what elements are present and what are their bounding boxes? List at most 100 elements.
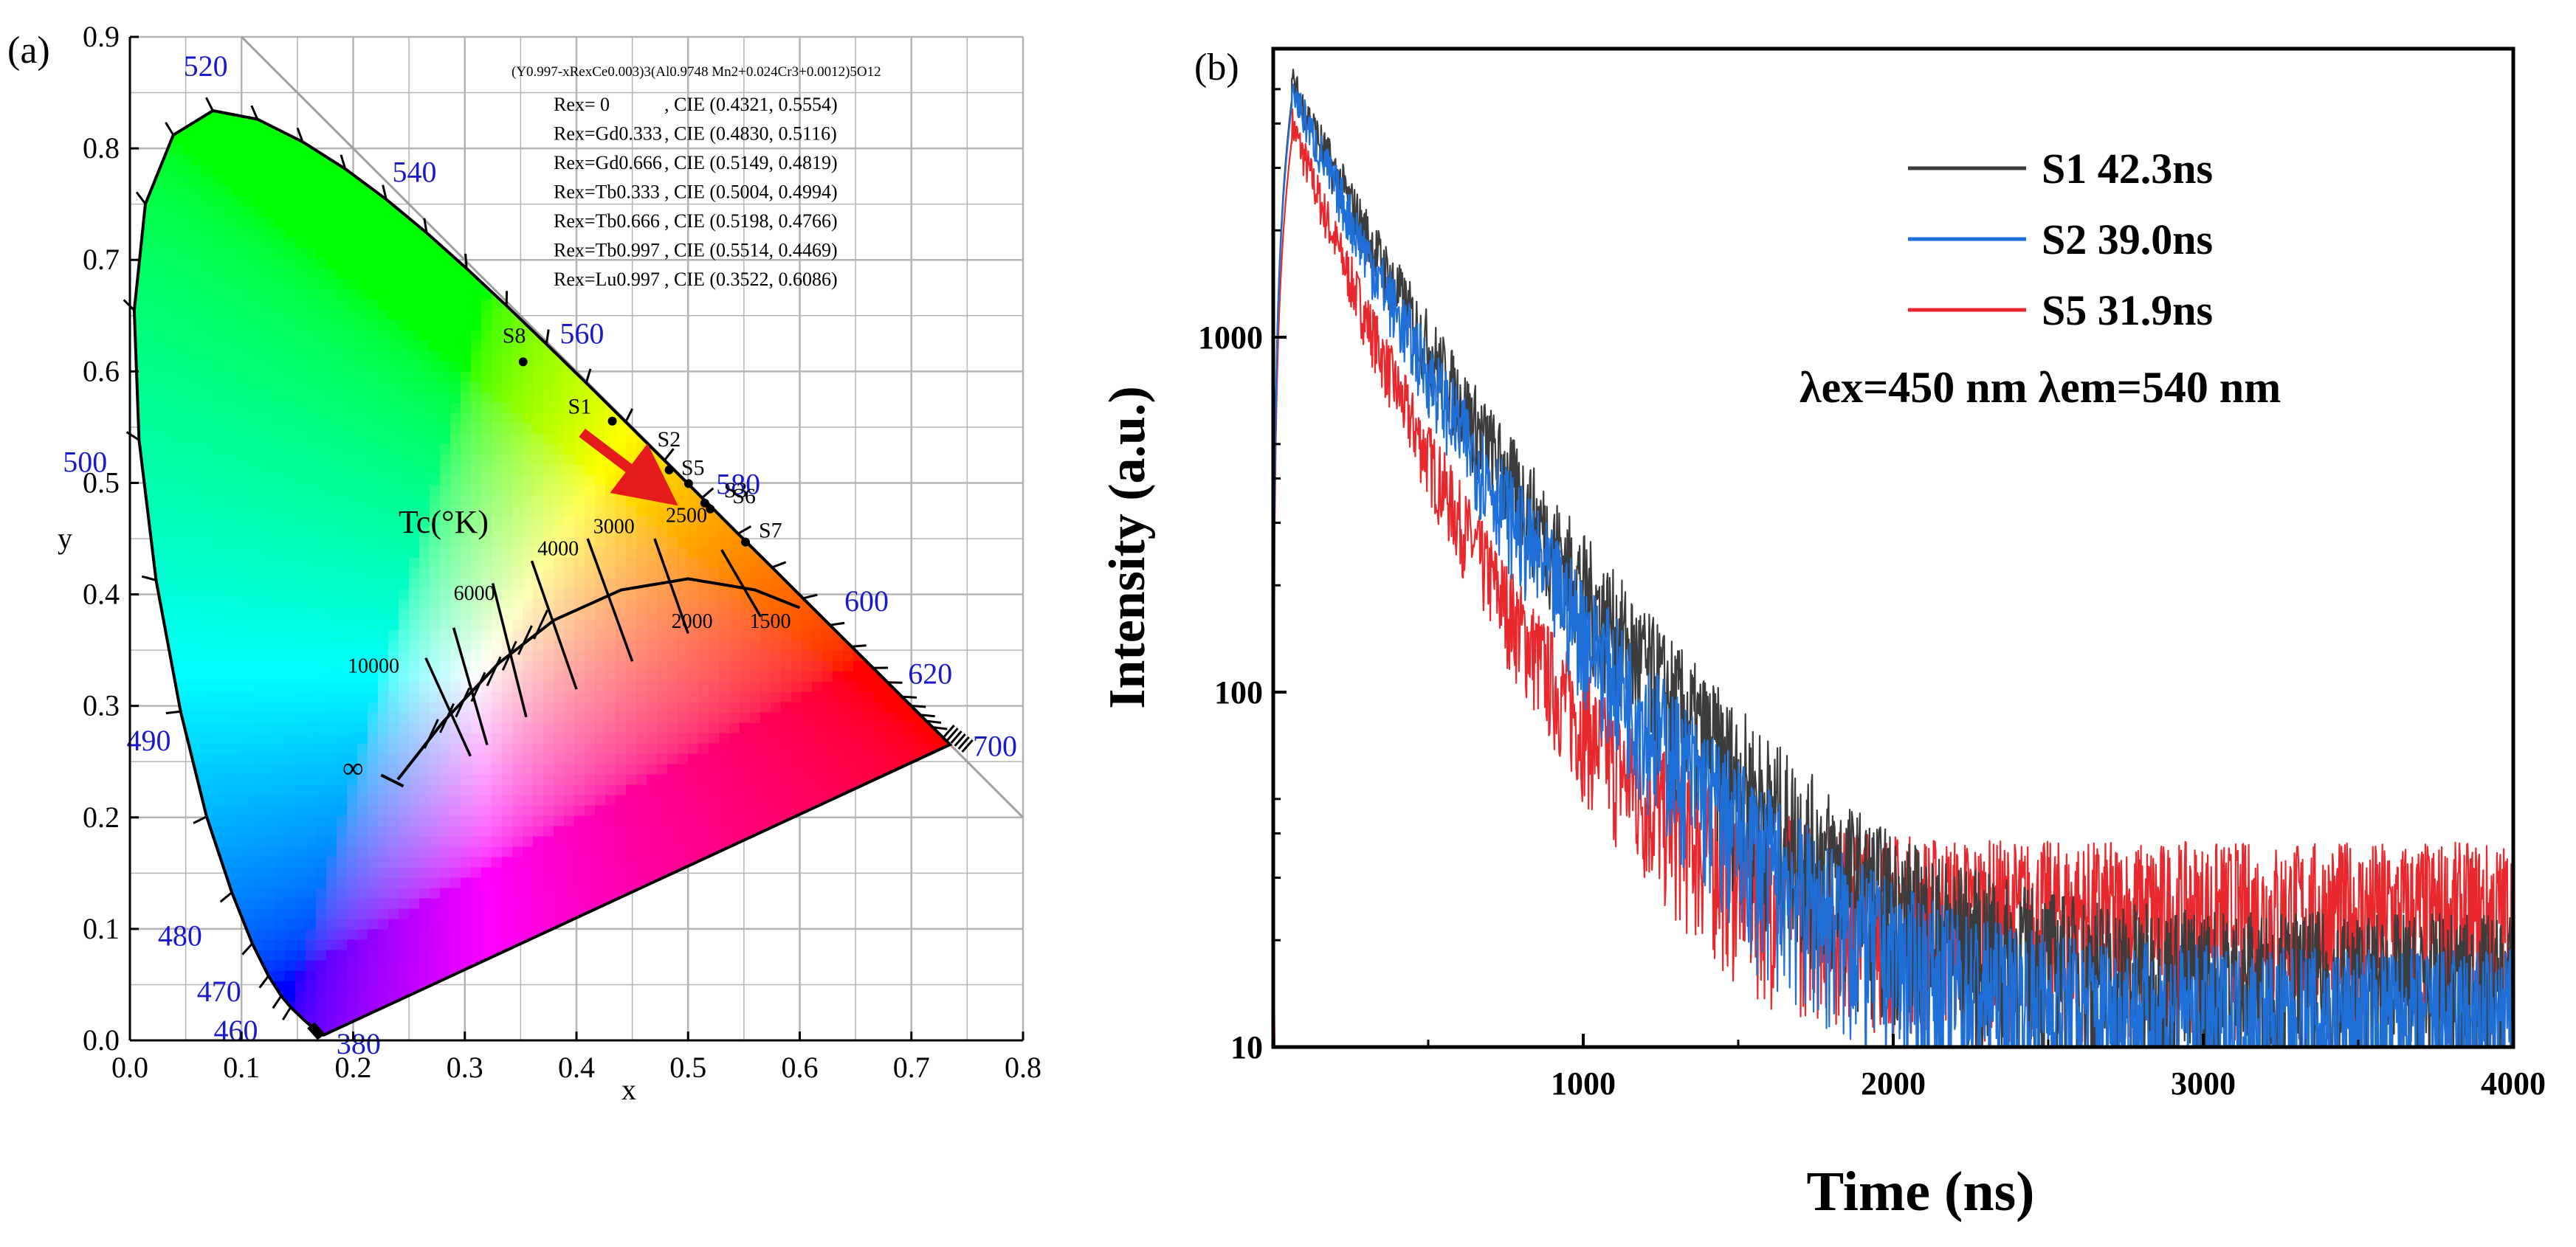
- gamut-cell: [140, 826, 151, 837]
- gamut-cell: [264, 619, 275, 631]
- gamut-cell: [543, 919, 554, 930]
- gamut-cell: [233, 237, 244, 249]
- gamut-cell: [450, 93, 461, 104]
- gamut-cell: [337, 671, 348, 683]
- gamut-cell: [378, 443, 389, 455]
- gamut-cell: [254, 681, 265, 693]
- gamut-cell: [450, 526, 461, 538]
- gamut-cell: [244, 691, 255, 703]
- gamut-cell: [326, 960, 337, 972]
- gamut-cell: [182, 361, 193, 373]
- gamut-cell: [368, 309, 379, 321]
- gamut-cell: [554, 877, 565, 889]
- gamut-cell: [533, 350, 544, 362]
- gamut-cell: [285, 330, 296, 342]
- gamut-cell: [616, 1022, 627, 1034]
- gamut-cell: [306, 981, 317, 992]
- gamut-cell: [161, 423, 172, 435]
- gamut-cell: [378, 888, 389, 899]
- gamut-cell: [275, 629, 286, 641]
- gamut-cell: [512, 526, 523, 538]
- gamut-cell: [326, 371, 337, 383]
- gamut-cell: [326, 939, 337, 951]
- gamut-cell: [471, 970, 482, 982]
- gamut-cell: [347, 433, 358, 445]
- gamut-cell: [647, 939, 658, 951]
- gamut-cell: [543, 206, 554, 218]
- gamut-cell: [213, 557, 224, 569]
- gamut-cell: [533, 598, 544, 610]
- gamut-cell: [678, 888, 689, 899]
- gamut-cell: [461, 433, 472, 445]
- gamut-cell: [275, 557, 286, 569]
- gamut-cell: [647, 402, 658, 414]
- gamut-cell: [244, 578, 255, 590]
- gamut-cell: [626, 557, 637, 569]
- gamut-cell: [450, 929, 461, 941]
- gamut-cell: [523, 795, 534, 806]
- gamut-cell: [667, 319, 678, 331]
- gamut-cell: [512, 330, 523, 342]
- gamut-cell: [512, 474, 523, 486]
- gamut-cell: [233, 857, 244, 868]
- gamut-cell: [306, 516, 317, 528]
- gamut-cell: [213, 495, 224, 507]
- gamut-cell: [440, 898, 451, 910]
- gamut-cell: [378, 795, 389, 806]
- gamut-cell: [419, 815, 430, 827]
- gamut-cell: [667, 629, 678, 641]
- gamut-cell: [667, 309, 678, 321]
- gamut-cell: [316, 361, 327, 373]
- gamut-cell: [285, 836, 296, 848]
- gamut-cell: [492, 495, 503, 507]
- gamut-cell: [616, 640, 627, 652]
- gamut-cell: [316, 206, 327, 218]
- gamut-cell: [233, 206, 244, 218]
- gamut-cell: [275, 165, 286, 176]
- gamut-cell: [440, 433, 451, 445]
- gamut-cell: [533, 309, 544, 321]
- gamut-cell: [223, 939, 234, 951]
- gamut-cell: [564, 784, 575, 796]
- gamut-cell: [202, 857, 213, 868]
- gamut-cell: [275, 381, 286, 393]
- gamut-cell: [264, 319, 275, 331]
- gamut-cell: [409, 237, 420, 249]
- gamut-cell: [450, 919, 461, 930]
- gamut-cell: [440, 392, 451, 404]
- gamut-cell: [316, 660, 327, 672]
- gamut-cell: [554, 412, 565, 424]
- gamut-cell: [512, 464, 523, 476]
- gamut-cell: [316, 350, 327, 362]
- gamut-cell: [134, 578, 141, 590]
- gamut-cell: [151, 857, 162, 868]
- gamut-cell: [616, 712, 627, 724]
- gamut-cell: [326, 774, 337, 786]
- gamut-cell: [616, 805, 627, 817]
- gamut-cell: [368, 547, 379, 559]
- gamut-cell: [295, 185, 306, 197]
- gamut-cell: [616, 815, 627, 827]
- gamut-cell: [605, 888, 616, 899]
- gamut-cell: [326, 381, 337, 393]
- gamut-cell: [182, 474, 193, 486]
- gamut-cell: [213, 547, 224, 559]
- gamut-cell: [171, 237, 182, 249]
- gamut-cell: [347, 206, 358, 218]
- gamut-cell: [502, 557, 513, 569]
- gamut-cell: [605, 960, 616, 972]
- gamut-cell: [326, 144, 337, 156]
- gamut-cell: [492, 929, 503, 941]
- gamut-cell: [450, 588, 461, 600]
- gamut-cell: [512, 237, 523, 249]
- gamut-cell: [461, 154, 472, 166]
- gamut-cell: [512, 919, 523, 930]
- gamut-cell: [134, 619, 141, 631]
- gamut-cell: [213, 402, 224, 414]
- gamut-cell: [533, 165, 544, 176]
- gamut-cell: [192, 111, 203, 114]
- gamut-cell: [285, 278, 296, 290]
- gamut-cell: [430, 392, 441, 404]
- gamut-cell: [264, 1012, 275, 1023]
- gamut-cell: [295, 805, 306, 817]
